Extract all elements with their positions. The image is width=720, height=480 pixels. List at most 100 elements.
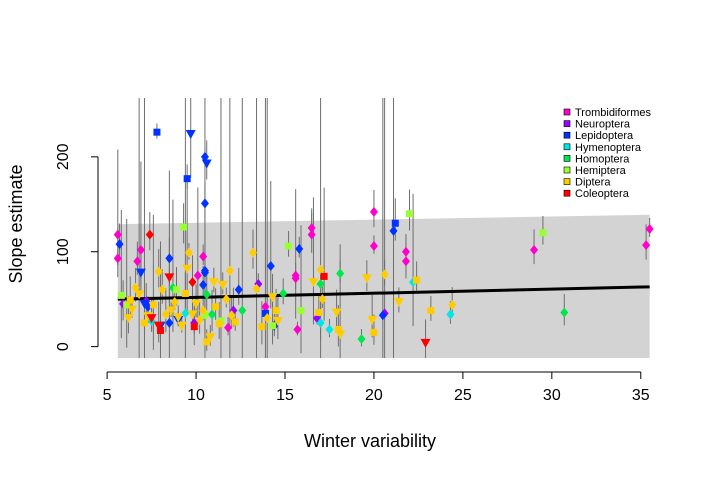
data-point-diptera [166,306,177,316]
data-point-diptera [149,301,157,309]
data-point-diptera [199,305,208,316]
data-point-trombidiformes [199,251,208,262]
legend-label-coleoptera: Coleoptera [575,188,630,200]
axes: 5 10 15 20 25 30 35 0 100 200 [55,143,650,404]
data-point-diptera [227,310,236,321]
data-point-trombidiformes [193,270,202,281]
legend-label-neuroptera: Neuroptera [575,119,631,131]
data-point-homoptera [357,334,366,345]
legend-swatch-trombidiformes [563,108,571,116]
data-point-coleoptera [156,326,164,334]
data-point-lepidoptera [200,151,209,162]
data-point-lepidoptera [200,267,209,278]
legend-label-trombidiformes: Trombidiformes [575,107,651,119]
data-point-lepidoptera [199,279,208,290]
data-point-trombidiformes [642,240,651,251]
data-point-hemiptera [123,301,131,309]
data-point-hymenoptera [316,317,325,328]
data-point-lepidoptera [389,225,398,236]
data-point-diptera [182,264,193,274]
data-point-lepidoptera [115,239,124,250]
data-point-coleoptera [420,338,431,348]
data-point-diptera [170,297,179,308]
data-point-diptera [187,310,198,320]
data-point-diptera [176,321,187,331]
data-point-diptera [263,313,272,324]
data-point-homoptera [238,305,247,316]
data-point-diptera [154,266,163,277]
data-point-diptera [191,299,202,309]
data-point-hemiptera [269,322,277,330]
data-point-lepidoptera [391,219,399,227]
data-point-diptera [361,274,372,284]
data-point-hemiptera [117,291,125,299]
data-point-diptera [195,315,204,326]
x-tick-label: 15 [276,387,294,404]
legend-label-hemiptera: Hemiptera [575,165,627,177]
data-point-lepidoptera [266,260,275,271]
data-point-trombidiformes [307,223,316,233]
data-point-diptera [203,338,211,346]
data-point-homoptera [279,288,288,299]
data-point-lepidoptera [165,317,174,328]
data-point-hemiptera [285,242,293,250]
data-point-diptera [331,308,342,318]
data-point-diptera [131,282,140,293]
data-point-hemiptera [172,286,180,294]
data-point-trombidiformes [113,229,122,240]
data-point-lepidoptera [185,130,196,140]
legend-swatch-lepidoptera [563,131,571,139]
data-point-diptera [272,316,283,326]
data-point-diptera [272,307,280,315]
data-point-homoptera [560,307,569,318]
data-point-lepidoptera [153,128,161,136]
data-point-coleoptera [190,323,198,331]
data-point-diptera [448,299,457,310]
x-tick-label: 20 [365,387,383,404]
data-point-lepidoptera [165,253,174,264]
data-point-hemiptera [406,210,414,218]
legend-label-lepidoptera: Lepidoptera [575,130,634,142]
data-point-diptera [413,276,421,284]
data-point-hemiptera [201,311,209,319]
data-point-trombidiformes [291,270,300,281]
data-point-diptera [370,328,378,336]
data-point-homoptera [336,268,345,279]
data-point-trombidiformes [530,244,539,255]
legend-label-diptera: Diptera [575,177,611,189]
data-point-trombidiformes [307,229,316,240]
data-point-coleoptera [164,273,175,283]
data-point-trombidiformes [113,253,122,264]
data-point-trombidiformes [401,246,410,257]
data-point-coleoptera [146,314,157,324]
y-axis-title: Slope estimate [6,164,26,283]
data-point-diptera [367,316,378,326]
data-point-diptera [335,330,346,340]
data-point-trombidiformes [401,256,410,267]
data-point-diptera [208,278,219,288]
data-point-hemiptera [180,223,188,231]
data-point-diptera [134,290,145,300]
data-point-hemiptera [297,307,305,315]
data-point-trombidiformes [136,244,145,255]
x-tick-label: 30 [543,387,561,404]
data-point-diptera [308,278,319,288]
data-point-hymenoptera [181,308,190,319]
data-point-diptera [123,314,134,324]
data-point-diptera [231,318,239,326]
data-point-hemiptera [539,229,547,237]
data-point-trombidiformes [133,256,142,267]
data-point-lepidoptera [139,299,150,309]
data-point-diptera [315,308,323,316]
x-tick-label: 35 [632,387,650,404]
data-point-coleoptera [320,272,328,280]
data-point-diptera [316,264,325,275]
data-point-diptera [181,289,189,297]
data-point-coleoptera [145,229,154,240]
x-tick-label: 10 [187,387,205,404]
data-point-diptera [318,294,327,305]
data-point-homoptera [316,278,325,289]
legend-swatch-neuroptera [563,120,571,127]
data-point-diptera [127,305,138,315]
x-axis-title: Winter variability [304,431,436,451]
